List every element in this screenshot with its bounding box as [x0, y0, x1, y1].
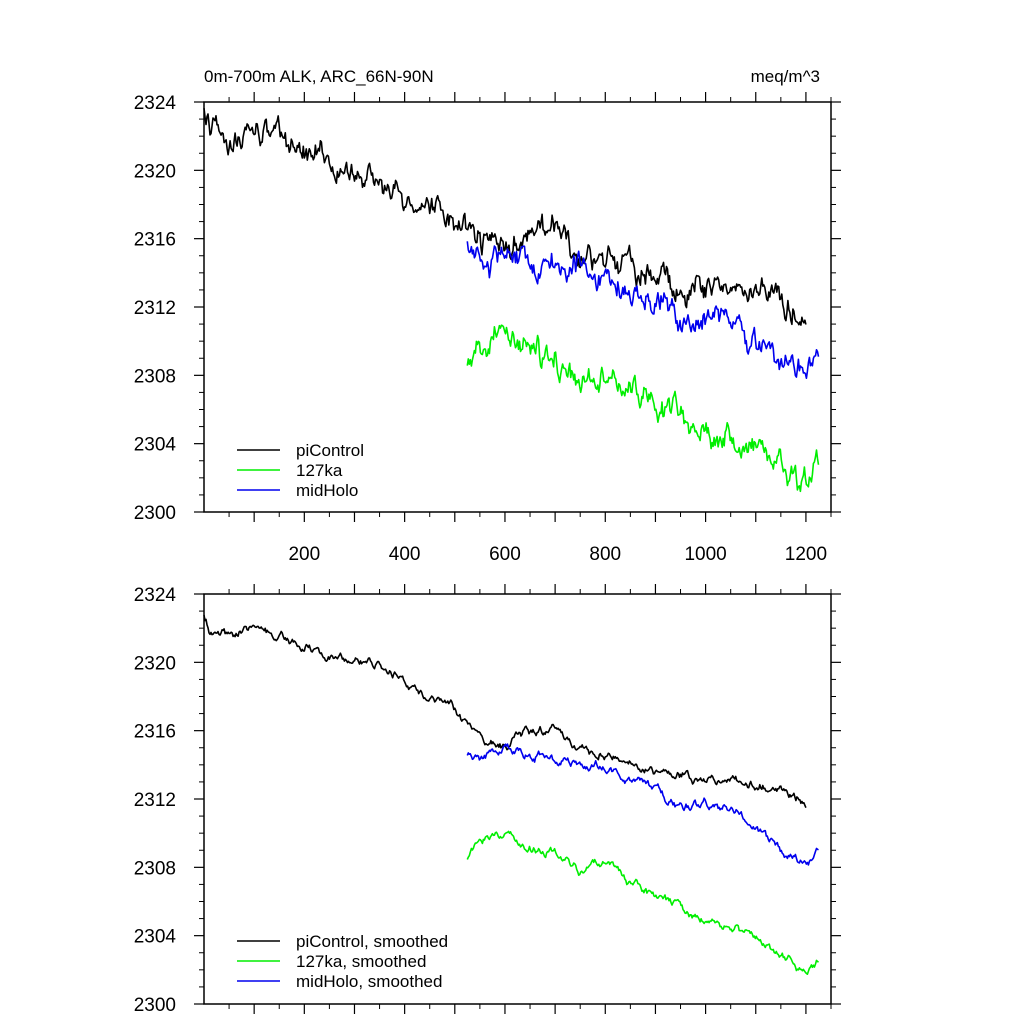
axis-ticks [194, 92, 841, 522]
y-tick-labels: 2300 2304 2308 2312 2316 2320 2324 [134, 93, 177, 524]
y-tick-label: 2308 [134, 366, 176, 387]
x-tick-label: 1000 [684, 544, 726, 565]
x-tick-label: 1200 [785, 544, 827, 565]
y-tick-label: 2324 [134, 585, 177, 606]
y-tick-label: 2300 [134, 503, 176, 524]
y-tick-labels: 2300 2304 2308 2312 2316 2320 2324 [134, 585, 177, 1016]
y-tick-label: 2304 [134, 927, 177, 948]
chart-title: 0m-700m ALK, ARC_66N-90N [204, 67, 434, 86]
x-tick-labels: 200 400 600 800 1000 1200 [288, 544, 827, 565]
series-line-picontrol [203, 108, 807, 326]
y-tick-label: 2320 [134, 161, 176, 182]
y-tick-label: 2320 [134, 653, 176, 674]
axis-ticks [194, 584, 841, 1014]
chart-panel-top: 0m-700m ALK, ARC_66N-90N meq/m^3 2300230… [134, 67, 841, 565]
series-line-127ka-smoothed [466, 830, 819, 976]
x-tick-label: 400 [389, 544, 421, 565]
y-tick-label: 2316 [134, 722, 176, 743]
plot-frame [203, 101, 832, 513]
y-tick-label: 2304 [134, 435, 177, 456]
legend-label: piControl [296, 441, 364, 460]
legend-label: piControl, smoothed [296, 932, 448, 951]
legend-label: 127ka, smoothed [296, 952, 426, 971]
plot-frame [203, 593, 832, 1005]
series-line-midholo-smoothed [466, 743, 819, 866]
y-tick-label: 2324 [134, 93, 177, 114]
series-line-127ka [466, 324, 820, 493]
series-line-midholo [466, 241, 820, 380]
y-tick-label: 2308 [134, 858, 176, 879]
series-layer [203, 614, 819, 976]
x-tick-label: 800 [589, 544, 621, 565]
series-layer [203, 108, 820, 493]
x-tick-label: 200 [288, 544, 320, 565]
y-tick-label: 2316 [134, 230, 176, 251]
chart-units: meq/m^3 [751, 67, 820, 86]
x-tick-label: 600 [489, 544, 521, 565]
legend-label: midHolo [296, 481, 358, 500]
legend-label: midHolo, smoothed [296, 972, 442, 991]
legend-label: 127ka [296, 461, 343, 480]
y-tick-label: 2312 [134, 298, 176, 319]
y-tick-label: 2300 [134, 995, 176, 1016]
chart-panel-bottom: 2300 2304 2308 2312 2316 2320 2324 piControl, … [134, 584, 841, 1016]
y-tick-label: 2312 [134, 790, 176, 811]
